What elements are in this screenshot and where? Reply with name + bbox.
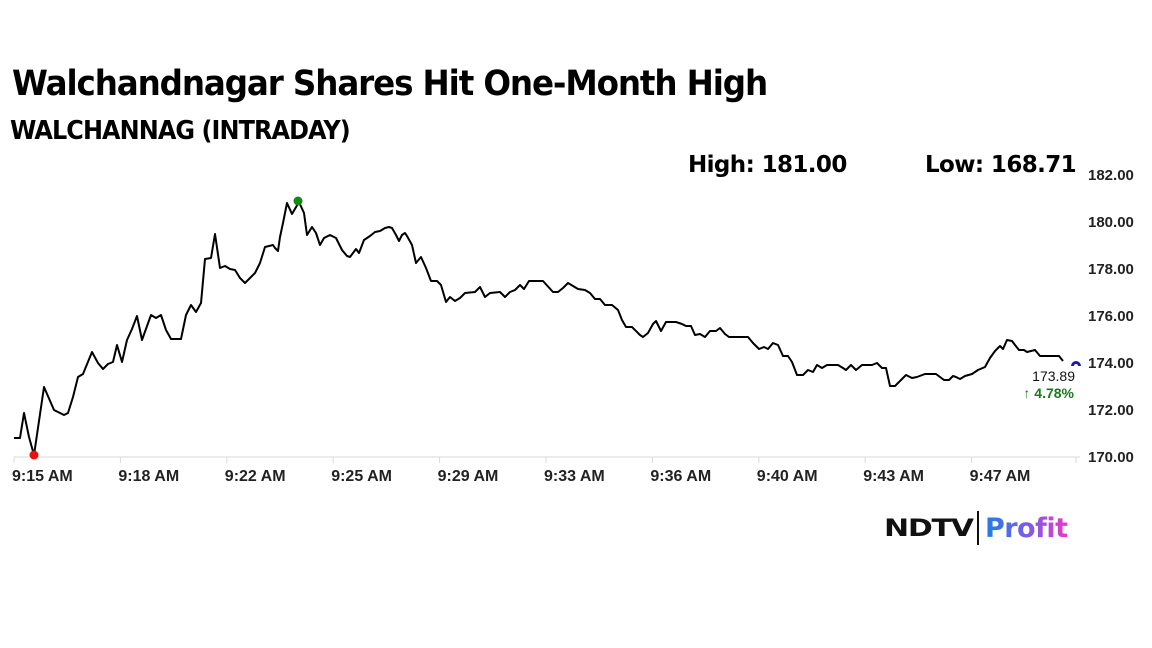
x-tick-label: 9:40 AM [757,468,818,485]
x-tick-label: 9:47 AM [970,468,1031,485]
last-price-label: 173.89 [1032,368,1075,384]
x-tick-label: 9:18 AM [118,468,179,485]
x-tick-label: 9:25 AM [331,468,392,485]
y-tick-label: 176.00 [1088,308,1134,325]
chart-title: Walchandnagar Shares Hit One-Month High [12,64,768,104]
y-tick-label: 170.00 [1088,449,1134,466]
ndtv-wordmark: NDTV [884,514,974,542]
last-price-marker [1071,361,1081,366]
x-tick-label: 9:33 AM [544,468,605,485]
x-tick-label: 9:29 AM [438,468,499,485]
day-high-stat: High: 181.00 [688,152,847,178]
y-tick-label: 174.00 [1088,355,1134,372]
day-low-marker [29,450,39,460]
chart-subtitle: WALCHANNAG (INTRADAY) [10,116,351,146]
y-tick-label: 182.00 [1088,167,1134,184]
price-line [14,201,1064,456]
change-percent-label: ↑ 4.78% [1023,385,1074,401]
x-tick-label: 9:43 AM [863,468,924,485]
logo-divider [976,511,979,545]
y-tick-label: 178.00 [1088,261,1134,278]
profit-wordmark: Profit [984,512,1068,544]
x-tick-label: 9:15 AM [12,468,73,485]
x-axis: 9:15 AM 9:18 AM 9:22 AM 9:25 AM 9:29 AM 9:33 … [12,456,1080,485]
x-tick-label: 9:22 AM [225,468,286,485]
day-low-stat: Low: 168.71 [925,152,1077,178]
day-high-marker [293,196,303,206]
ndtv-profit-logo: NDTV Profit [884,510,1068,546]
y-tick-label: 172.00 [1088,402,1134,419]
x-tick-label: 9:36 AM [650,468,711,485]
y-tick-label: 180.00 [1088,214,1134,231]
y-axis: 182.00 180.00 178.00 176.00 174.00 172.00 170.… [1088,167,1134,466]
